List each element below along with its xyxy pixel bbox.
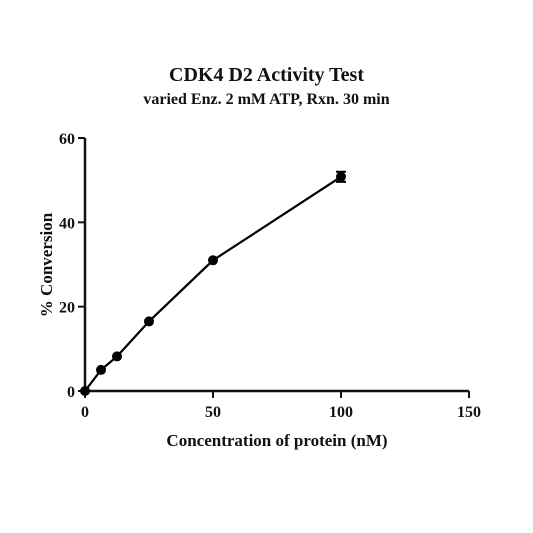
data-point bbox=[80, 386, 90, 396]
chart-subtitle: varied Enz. 2 mM ATP, Rxn. 30 min bbox=[143, 91, 390, 108]
chart-title: CDK4 D2 Activity Test bbox=[169, 64, 364, 86]
y-ticks: 0 20 40 60 bbox=[59, 131, 85, 401]
series-line bbox=[84, 175, 342, 392]
x-tick-label: 150 bbox=[457, 404, 481, 421]
x-tick-label: 100 bbox=[329, 404, 353, 421]
data-point bbox=[96, 364, 106, 375]
data-point bbox=[336, 171, 346, 182]
y-tick-label: 60 bbox=[59, 131, 75, 148]
x-tick-label: 0 bbox=[81, 404, 89, 421]
x-tick-label: 50 bbox=[205, 404, 221, 421]
series-layer bbox=[80, 170, 346, 396]
y-axis-label: % Conversion bbox=[37, 212, 56, 317]
data-point bbox=[208, 255, 218, 266]
x-axis-label: Concentration of protein (nM) bbox=[166, 431, 387, 450]
data-point bbox=[144, 316, 154, 327]
y-tick-label: 0 bbox=[67, 384, 75, 401]
y-tick-label: 40 bbox=[59, 215, 75, 232]
x-ticks: 0 50 100 150 bbox=[81, 391, 481, 421]
data-point bbox=[112, 351, 122, 362]
y-tick-label: 20 bbox=[59, 300, 75, 317]
